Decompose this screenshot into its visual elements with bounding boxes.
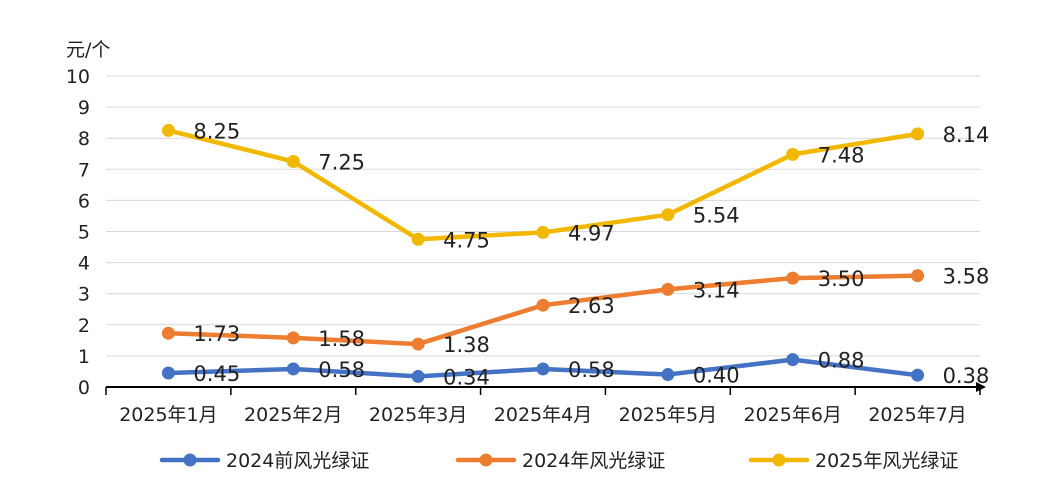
y-tick-label: 6 xyxy=(78,190,90,212)
data-point xyxy=(661,208,675,222)
data-point xyxy=(911,127,925,141)
data-label: 0.58 xyxy=(318,358,365,382)
data-point xyxy=(536,298,550,312)
data-label: 1.58 xyxy=(318,327,365,351)
data-point xyxy=(411,337,425,351)
data-point xyxy=(411,232,425,246)
y-tick-label: 1 xyxy=(78,346,90,368)
legend: 2024前风光绿证 2024年风光绿证 2025年风光绿证 xyxy=(159,450,958,472)
y-tick-label: 5 xyxy=(78,222,90,244)
data-point xyxy=(786,147,800,161)
data-label: 4.97 xyxy=(568,221,615,245)
data-point xyxy=(286,362,300,376)
data-label: 5.54 xyxy=(693,204,740,228)
data-point xyxy=(286,331,300,345)
data-label: 0.40 xyxy=(693,364,740,388)
data-point xyxy=(786,353,800,367)
data-label: 1.38 xyxy=(443,333,490,357)
x-tick-label: 2025年1月 xyxy=(119,404,217,426)
legend-swatch-marker xyxy=(479,453,493,467)
data-label: 1.73 xyxy=(193,322,240,346)
data-point xyxy=(161,123,175,137)
y-tick-label: 10 xyxy=(66,66,90,88)
gridlines xyxy=(106,75,980,357)
data-point xyxy=(286,155,300,169)
data-label: 3.14 xyxy=(693,278,740,302)
data-point xyxy=(536,225,550,239)
legend-label: 2025年风光绿证 xyxy=(815,450,958,472)
data-point xyxy=(161,366,175,380)
data-label: 0.45 xyxy=(193,362,240,386)
series-layer xyxy=(161,123,925,383)
y-axis-title: 元/个 xyxy=(66,39,110,61)
data-label: 8.25 xyxy=(193,119,240,143)
data-point xyxy=(411,369,425,383)
y-tick-label: 9 xyxy=(78,97,90,119)
data-point xyxy=(911,368,925,382)
data-label: 0.34 xyxy=(443,365,490,389)
data-point xyxy=(911,269,925,283)
data-point xyxy=(786,271,800,285)
data-point xyxy=(661,282,675,296)
data-point xyxy=(661,368,675,382)
x-tick-label: 2025年4月 xyxy=(494,404,592,426)
data-label: 3.58 xyxy=(943,265,990,289)
y-tick-label: 3 xyxy=(78,284,90,306)
x-tick-label: 2025年5月 xyxy=(619,404,717,426)
data-label: 4.75 xyxy=(443,228,490,252)
data-label: 0.88 xyxy=(818,349,865,373)
y-tick-label: 7 xyxy=(78,159,90,181)
y-tick-label: 2 xyxy=(78,315,90,337)
x-tick-label: 2025年3月 xyxy=(369,404,467,426)
x-tick-label: 2025年7月 xyxy=(868,404,966,426)
data-label: 0.38 xyxy=(943,364,990,388)
x-tick-label: 2025年6月 xyxy=(743,404,841,426)
data-point xyxy=(161,326,175,340)
data-label: 2.63 xyxy=(568,294,615,318)
y-tick-label: 8 xyxy=(78,128,90,150)
legend-swatch-marker xyxy=(772,453,786,467)
x-tick-label: 2025年2月 xyxy=(244,404,342,426)
data-point xyxy=(536,362,550,376)
series-line xyxy=(166,128,920,242)
data-labels: 0.45 0.58 0.34 0.58 0.40 0.88 0.38 1.73 1.58 1.38… xyxy=(193,119,989,389)
axes: 0 1 2 3 4 5 6 7 8 9 10 元/个 2025年1月 2025年2月 2025年3月 2025… xyxy=(66,39,986,426)
data-label: 3.50 xyxy=(818,267,865,291)
data-label: 7.48 xyxy=(818,143,865,167)
legend-swatch-marker xyxy=(183,453,197,467)
legend-label: 2024前风光绿证 xyxy=(226,450,369,472)
x-axis-arrow xyxy=(976,382,986,392)
y-tick-label: 4 xyxy=(78,253,90,275)
y-tick-label: 0 xyxy=(78,377,90,399)
data-label: 8.14 xyxy=(943,123,990,147)
data-label: 7.25 xyxy=(318,151,365,175)
data-label: 0.58 xyxy=(568,358,615,382)
legend-label: 2024年风光绿证 xyxy=(522,450,665,472)
